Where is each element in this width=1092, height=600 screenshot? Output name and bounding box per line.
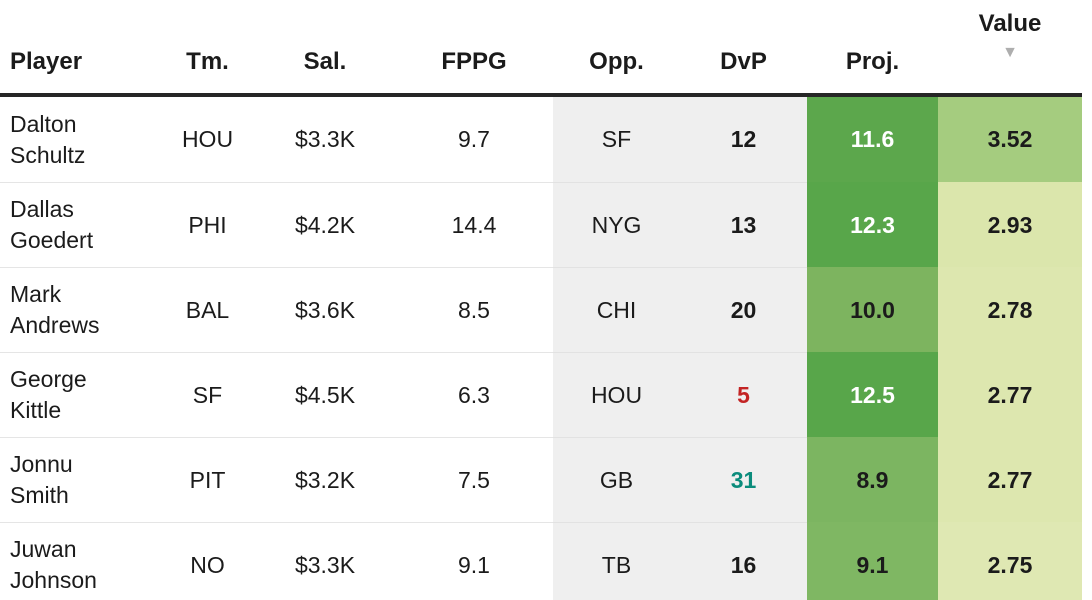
dvp-cell: 31 bbox=[680, 437, 807, 522]
salary-cell: $3.3K bbox=[255, 97, 395, 182]
opponent-cell: HOU bbox=[553, 352, 680, 437]
col-header-team[interactable]: Tm. bbox=[160, 0, 255, 97]
col-header-fppg[interactable]: FPPG bbox=[395, 0, 553, 97]
table-header: Player Tm. Sal. FPPG Opp. DvP Proj. Valu… bbox=[0, 0, 1082, 97]
opponent-cell: CHI bbox=[553, 267, 680, 352]
team-cell: PIT bbox=[160, 437, 255, 522]
fppg-cell: 6.3 bbox=[395, 352, 553, 437]
col-header-opponent[interactable]: Opp. bbox=[553, 0, 680, 97]
col-header-value-label: Value bbox=[978, 10, 1042, 37]
table-row: Jonnu Smith PIT $3.2K 7.5 GB 31 8.9 2.77 bbox=[0, 437, 1082, 522]
fppg-cell: 8.5 bbox=[395, 267, 553, 352]
dvp-cell: 5 bbox=[680, 352, 807, 437]
table-row: Mark Andrews BAL $3.6K 8.5 CHI 20 10.0 2… bbox=[0, 267, 1082, 352]
team-cell: BAL bbox=[160, 267, 255, 352]
salary-cell: $3.3K bbox=[255, 522, 395, 600]
table-row: George Kittle SF $4.5K 6.3 HOU 5 12.5 2.… bbox=[0, 352, 1082, 437]
fppg-cell: 9.1 bbox=[395, 522, 553, 600]
fppg-cell: 14.4 bbox=[395, 182, 553, 267]
sort-desc-icon: ▼ bbox=[1002, 44, 1018, 61]
salary-cell: $3.2K bbox=[255, 437, 395, 522]
team-cell: PHI bbox=[160, 182, 255, 267]
dvp-cell: 20 bbox=[680, 267, 807, 352]
col-header-player[interactable]: Player bbox=[0, 0, 160, 97]
projection-cell: 8.9 bbox=[807, 437, 938, 522]
salary-cell: $4.2K bbox=[255, 182, 395, 267]
opponent-cell: NYG bbox=[553, 182, 680, 267]
opponent-cell: GB bbox=[553, 437, 680, 522]
projection-cell: 12.3 bbox=[807, 182, 938, 267]
team-cell: NO bbox=[160, 522, 255, 600]
value-cell: 2.77 bbox=[938, 437, 1082, 522]
projection-cell: 9.1 bbox=[807, 522, 938, 600]
value-cell: 2.78 bbox=[938, 267, 1082, 352]
dvp-cell: 16 bbox=[680, 522, 807, 600]
player-name-cell: Dallas Goedert bbox=[0, 182, 160, 267]
col-header-salary[interactable]: Sal. bbox=[255, 0, 395, 97]
salary-cell: $3.6K bbox=[255, 267, 395, 352]
team-cell: SF bbox=[160, 352, 255, 437]
table-row: Dallas Goedert PHI $4.2K 14.4 NYG 13 12.… bbox=[0, 182, 1082, 267]
team-cell: HOU bbox=[160, 97, 255, 182]
projection-cell: 11.6 bbox=[807, 97, 938, 182]
fppg-cell: 9.7 bbox=[395, 97, 553, 182]
value-cell: 2.75 bbox=[938, 522, 1082, 600]
player-name-cell: George Kittle bbox=[0, 352, 160, 437]
opponent-cell: SF bbox=[553, 97, 680, 182]
projection-cell: 10.0 bbox=[807, 267, 938, 352]
table-row: Dalton Schultz HOU $3.3K 9.7 SF 12 11.6 … bbox=[0, 97, 1082, 182]
value-cell: 2.77 bbox=[938, 352, 1082, 437]
opponent-cell: TB bbox=[553, 522, 680, 600]
player-name-cell: Mark Andrews bbox=[0, 267, 160, 352]
player-name-cell: Juwan Johnson bbox=[0, 522, 160, 600]
col-header-proj[interactable]: Proj. bbox=[807, 0, 938, 97]
value-cell: 2.93 bbox=[938, 182, 1082, 267]
dvp-cell: 12 bbox=[680, 97, 807, 182]
header-row: Player Tm. Sal. FPPG Opp. DvP Proj. Valu… bbox=[0, 0, 1082, 97]
table-row: Juwan Johnson NO $3.3K 9.1 TB 16 9.1 2.7… bbox=[0, 522, 1082, 600]
player-name-cell: Jonnu Smith bbox=[0, 437, 160, 522]
value-cell: 3.52 bbox=[938, 97, 1082, 182]
col-header-dvp[interactable]: DvP bbox=[680, 0, 807, 97]
salary-cell: $4.5K bbox=[255, 352, 395, 437]
dvp-cell: 13 bbox=[680, 182, 807, 267]
fppg-cell: 7.5 bbox=[395, 437, 553, 522]
projection-cell: 12.5 bbox=[807, 352, 938, 437]
player-name-cell: Dalton Schultz bbox=[0, 97, 160, 182]
table-body: Dalton Schultz HOU $3.3K 9.7 SF 12 11.6 … bbox=[0, 97, 1082, 600]
col-header-value[interactable]: Value ▼ bbox=[938, 0, 1082, 97]
